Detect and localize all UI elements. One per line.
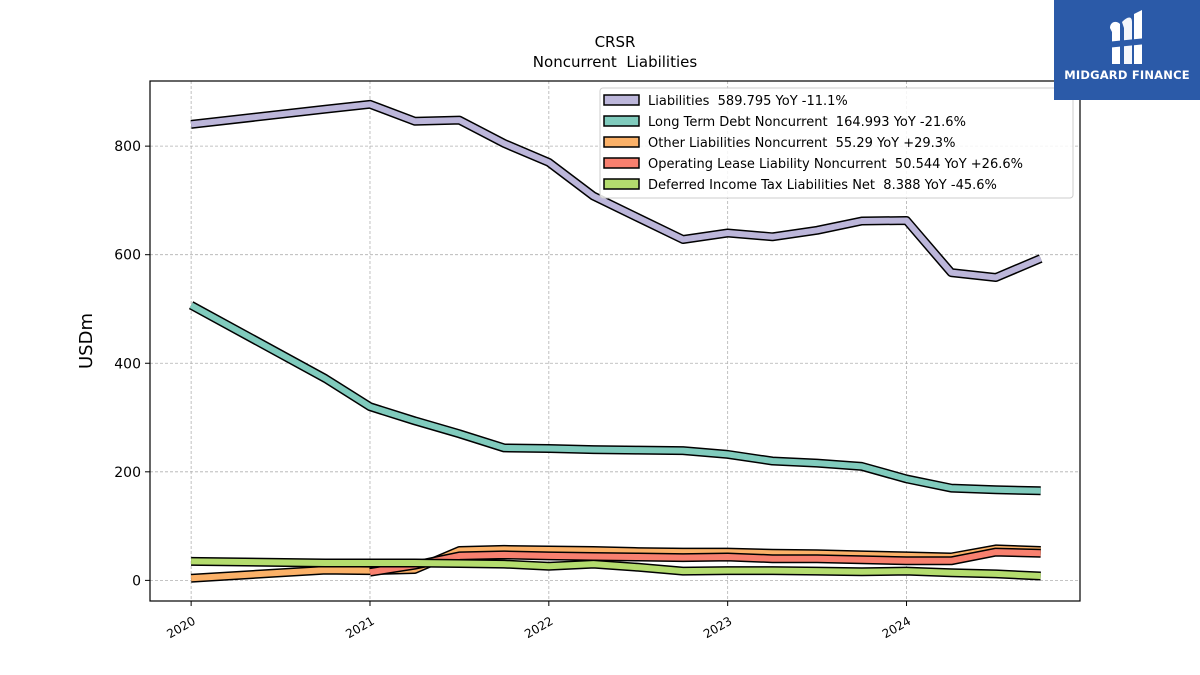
liabilities-line [190, 101, 1042, 281]
x-tick-label: 2021 [343, 614, 376, 641]
legend-swatch-long_term_debt [603, 115, 640, 127]
legend-label-long_term_debt: Long Term Debt Noncurrent 164.993 YoY -2… [648, 115, 966, 130]
y-tick-label: 800 [114, 139, 141, 155]
long_term_debt-line [189, 302, 1041, 494]
plot-frame [149, 80, 1081, 602]
legend-swatch-liabilities [603, 94, 640, 106]
long_term_debt-line-outline [188, 301, 1041, 496]
y-tick-label: 400 [114, 356, 141, 372]
legend-label-operating_lease: Operating Lease Liability Noncurrent 50.… [648, 157, 1023, 172]
legend-box [599, 87, 1074, 199]
x-tick-label: 2024 [880, 614, 913, 641]
legend-swatch-deferred_tax [603, 178, 640, 190]
chart-title: CRSR [595, 33, 636, 51]
x-tick-label: 2022 [522, 614, 555, 641]
logo-text: MIDGARD FINANCE [1064, 68, 1190, 82]
legend-label-deferred_tax: Deferred Income Tax Liabilities Net 8.38… [648, 178, 997, 193]
y-tick-label: 0 [132, 573, 141, 589]
series-lines [188, 99, 1043, 583]
logo-mark-icon [1106, 10, 1146, 64]
x-tick-label: 2020 [164, 614, 197, 641]
legend: Liabilities 589.795 YoY -11.1% Long Term … [599, 87, 1074, 199]
legend-swatch-operating_lease [603, 157, 640, 169]
midgard-finance-logo: MIDGARD FINANCE [1054, 0, 1200, 100]
y-tick-label: 200 [114, 465, 141, 481]
y-tick-label: 600 [114, 248, 141, 264]
x-tick-label: 2023 [701, 614, 734, 641]
legend-label-liabilities: Liabilities 589.795 YoY -11.1% [648, 94, 848, 109]
deferred_tax-line [191, 558, 1041, 579]
operating_lease-line [369, 549, 1041, 576]
y-axis-label: USDm [76, 313, 97, 369]
chart-subtitle: Noncurrent Liabilities [533, 53, 698, 71]
legend-label-other_liabilities: Other Liabilities Noncurrent 55.29 YoY +… [648, 136, 955, 151]
legend-swatch-other_liabilities [603, 136, 640, 148]
